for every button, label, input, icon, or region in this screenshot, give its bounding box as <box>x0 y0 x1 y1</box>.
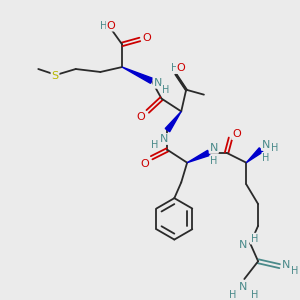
Text: H: H <box>271 143 279 153</box>
Text: S: S <box>52 71 58 81</box>
Text: H: H <box>262 153 270 163</box>
Text: N: N <box>160 134 169 144</box>
Text: O: O <box>107 21 116 31</box>
Polygon shape <box>165 111 181 132</box>
Text: N: N <box>262 140 270 150</box>
Text: H: H <box>162 85 169 95</box>
Text: H: H <box>229 290 236 300</box>
Text: N: N <box>239 241 248 250</box>
Text: N: N <box>210 143 218 153</box>
Text: N: N <box>239 282 248 292</box>
Text: H: H <box>100 21 107 31</box>
Text: O: O <box>142 34 151 44</box>
Text: H: H <box>250 290 258 300</box>
Text: O: O <box>136 112 145 122</box>
Polygon shape <box>122 67 153 83</box>
Text: O: O <box>177 63 186 73</box>
Text: H: H <box>171 63 178 73</box>
Text: O: O <box>232 129 241 139</box>
Text: N: N <box>153 78 162 88</box>
Text: H: H <box>210 156 218 166</box>
Text: H: H <box>151 140 158 150</box>
Text: H: H <box>250 234 258 244</box>
Polygon shape <box>187 150 210 163</box>
Polygon shape <box>246 148 263 163</box>
Text: H: H <box>291 266 298 276</box>
Text: O: O <box>140 159 149 169</box>
Text: N: N <box>282 260 290 270</box>
